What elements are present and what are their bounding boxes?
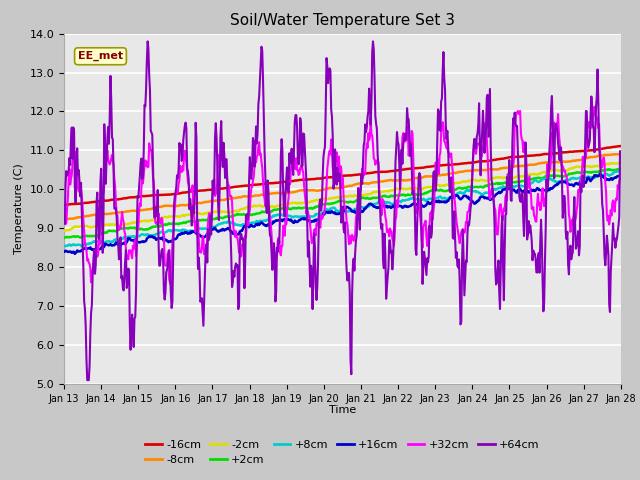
-16cm (411, 166, 419, 171)
+8cm (70, 242, 78, 248)
+32cm (411, 197, 419, 203)
-8cm (71, 216, 79, 221)
+32cm (591, 104, 598, 109)
-16cm (60, 202, 68, 208)
+2cm (214, 216, 221, 221)
-8cm (214, 198, 222, 204)
+32cm (617, 168, 625, 174)
Line: -16cm: -16cm (64, 146, 621, 205)
-16cm (214, 186, 222, 192)
Line: +32cm: +32cm (64, 107, 621, 285)
+32cm (214, 152, 222, 158)
+8cm (185, 228, 193, 234)
+2cm (426, 188, 434, 193)
+16cm (617, 174, 625, 180)
+32cm (185, 181, 193, 187)
X-axis label: Time: Time (329, 405, 356, 415)
+64cm (128, 312, 136, 317)
+64cm (70, 128, 78, 133)
+8cm (214, 222, 222, 228)
+32cm (60, 212, 68, 218)
-16cm (71, 201, 79, 207)
+32cm (70, 151, 78, 156)
+2cm (617, 166, 625, 171)
+16cm (128, 237, 136, 243)
+8cm (60, 243, 68, 249)
-16cm (61, 202, 68, 208)
Title: Soil/Water Temperature Set 3: Soil/Water Temperature Set 3 (230, 13, 455, 28)
Line: +2cm: +2cm (64, 168, 621, 238)
+64cm (215, 217, 223, 223)
Line: +16cm: +16cm (64, 174, 621, 254)
+16cm (428, 201, 435, 206)
+16cm (411, 201, 419, 206)
-2cm (616, 160, 623, 166)
+16cm (185, 230, 193, 236)
-2cm (60, 228, 68, 233)
+64cm (60, 211, 68, 216)
+32cm (127, 251, 135, 257)
+8cm (617, 168, 625, 173)
+32cm (167, 282, 175, 288)
+2cm (70, 233, 78, 239)
+64cm (144, 38, 152, 44)
-2cm (184, 212, 192, 217)
+8cm (128, 234, 136, 240)
+64cm (412, 247, 419, 252)
+8cm (411, 195, 419, 201)
-2cm (410, 185, 418, 191)
+8cm (78, 243, 86, 249)
-16cm (185, 189, 193, 195)
Line: -2cm: -2cm (64, 163, 621, 230)
+16cm (70, 249, 78, 255)
+64cm (83, 377, 91, 383)
+16cm (596, 171, 604, 177)
-8cm (428, 173, 435, 179)
+16cm (214, 229, 222, 235)
Line: -8cm: -8cm (64, 154, 621, 219)
-2cm (426, 184, 434, 190)
+2cm (184, 219, 192, 225)
+64cm (428, 230, 436, 236)
-8cm (411, 175, 419, 181)
-16cm (128, 194, 136, 200)
+16cm (60, 249, 68, 255)
+16cm (71, 251, 79, 257)
-2cm (214, 209, 221, 215)
Legend: -16cm, -8cm, -2cm, +2cm, +8cm, +16cm, +32cm, +64cm: -16cm, -8cm, -2cm, +2cm, +8cm, +16cm, +3… (141, 435, 544, 469)
-8cm (128, 208, 136, 214)
+2cm (410, 192, 418, 197)
+8cm (428, 196, 435, 202)
-8cm (617, 151, 625, 157)
+2cm (60, 235, 68, 241)
+2cm (127, 225, 135, 231)
+64cm (617, 149, 625, 155)
Line: +8cm: +8cm (64, 170, 621, 246)
+32cm (428, 212, 435, 217)
Y-axis label: Temperature (C): Temperature (C) (14, 163, 24, 254)
-8cm (60, 216, 68, 222)
+2cm (616, 166, 624, 171)
-2cm (127, 220, 135, 226)
-16cm (617, 143, 625, 149)
-8cm (61, 216, 68, 222)
-16cm (428, 164, 435, 169)
-2cm (617, 161, 625, 167)
Text: EE_met: EE_met (78, 51, 123, 61)
-8cm (185, 202, 193, 207)
+64cm (186, 206, 193, 212)
Line: +64cm: +64cm (64, 41, 621, 380)
-2cm (70, 224, 78, 230)
